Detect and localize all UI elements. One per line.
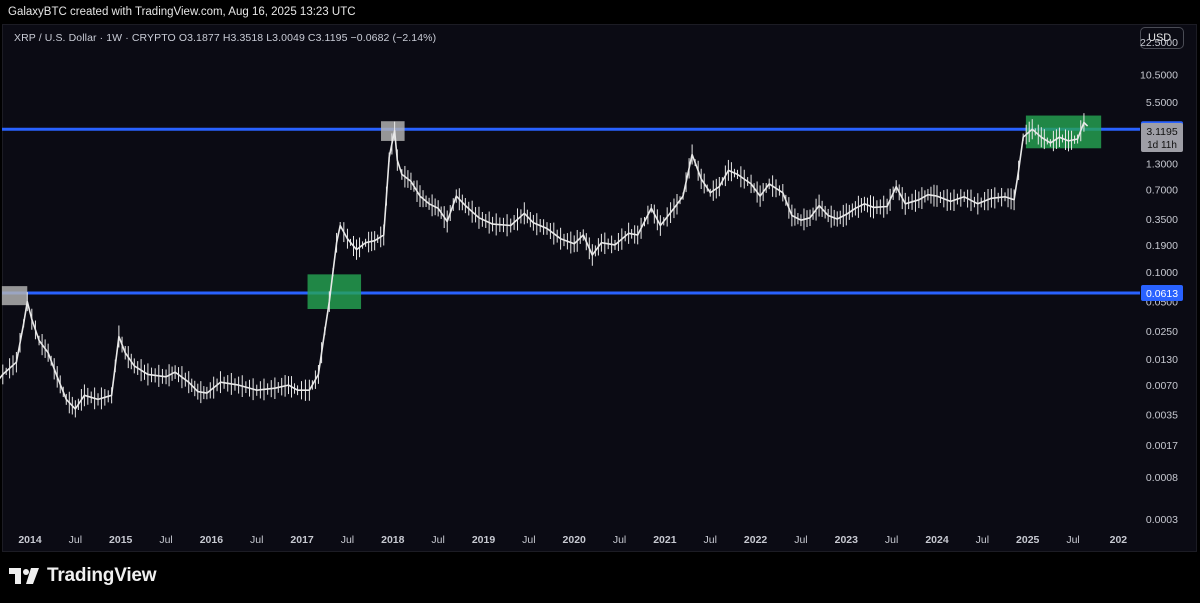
x-tick-label: Jul: [69, 534, 82, 546]
green-highlight-box: [307, 274, 362, 310]
x-tick-label: 2024: [925, 534, 949, 546]
chart-panel[interactable]: [2, 24, 1197, 552]
last-price-label: 3.1195: [1146, 126, 1177, 138]
x-tick-label: 2018: [381, 534, 405, 546]
candle-wicks: [2, 113, 1085, 418]
level-price-tag: [1141, 284, 1183, 301]
y-tick-label: 0.0070: [1146, 380, 1178, 392]
x-tick-label: 2017: [290, 534, 314, 546]
symbol-ohlc-line: XRP / U.S. Dollar · 1W · CRYPTO O3.1877 …: [14, 32, 437, 44]
level-price-label: 0.0613: [1146, 288, 1178, 300]
y-tick-label: 0.0035: [1146, 410, 1178, 422]
y-tick-label: 0.1900: [1146, 240, 1178, 252]
y-tick-label: 0.7000: [1146, 185, 1178, 197]
x-tick-label: Jul: [159, 534, 172, 546]
x-tick-label: 2014: [18, 534, 42, 546]
x-tick-label: 2022: [744, 534, 768, 546]
x-tick-label: Jul: [341, 534, 354, 546]
x-tick-label: Jul: [431, 534, 444, 546]
y-tick-label: 0.0017: [1146, 440, 1178, 452]
gray-highlight-box: [381, 121, 405, 141]
y-tick-label: 22.5000: [1140, 37, 1178, 49]
brand-name: TradingView: [47, 565, 157, 586]
y-tick-label: 5.5000: [1146, 97, 1178, 109]
y-tick-label: 0.1000: [1146, 267, 1178, 279]
y-tick-label: 0.3500: [1146, 214, 1178, 226]
y-tick-label: 0.0003: [1146, 514, 1178, 526]
tradingview-logo-icon: [9, 568, 39, 584]
x-tick-label: 2015: [109, 534, 133, 546]
y-tick-label: 10.5000: [1140, 70, 1178, 82]
chart-caption: GalaxyBTC created with TradingView.com, …: [8, 6, 356, 18]
x-tick-label: 2025: [1016, 534, 1040, 546]
x-tick-label: Jul: [250, 534, 263, 546]
x-tick-label: 202: [1110, 534, 1128, 546]
x-tick-label: 2021: [653, 534, 677, 546]
x-tick-label: 2019: [472, 534, 496, 546]
currency-button[interactable]: USD: [1140, 27, 1184, 49]
x-tick-label: Jul: [1066, 534, 1079, 546]
x-tick-label: Jul: [613, 534, 626, 546]
tradingview-brand[interactable]: TradingView: [9, 565, 157, 587]
x-tick-label: Jul: [976, 534, 989, 546]
y-tick-label: 1.3000: [1146, 158, 1178, 170]
x-tick-label: 2016: [200, 534, 224, 546]
x-tick-label: Jul: [522, 534, 535, 546]
price-series: [0, 121, 1089, 410]
y-tick-label: 0.0250: [1146, 326, 1178, 338]
last-price-tag: [1141, 122, 1183, 152]
gray-highlight-box: [1, 286, 28, 306]
y-tick-label: 0.0008: [1146, 472, 1178, 484]
x-tick-label: Jul: [704, 534, 717, 546]
x-tick-label: Jul: [794, 534, 807, 546]
x-tick-label: 2020: [563, 534, 587, 546]
x-tick-label: 2023: [835, 534, 859, 546]
x-tick-label: Jul: [885, 534, 898, 546]
y-tick-label: 0.0130: [1146, 354, 1178, 366]
green-highlight-box: [1025, 115, 1102, 149]
bar-countdown-label: 1d 11h: [1147, 140, 1177, 151]
